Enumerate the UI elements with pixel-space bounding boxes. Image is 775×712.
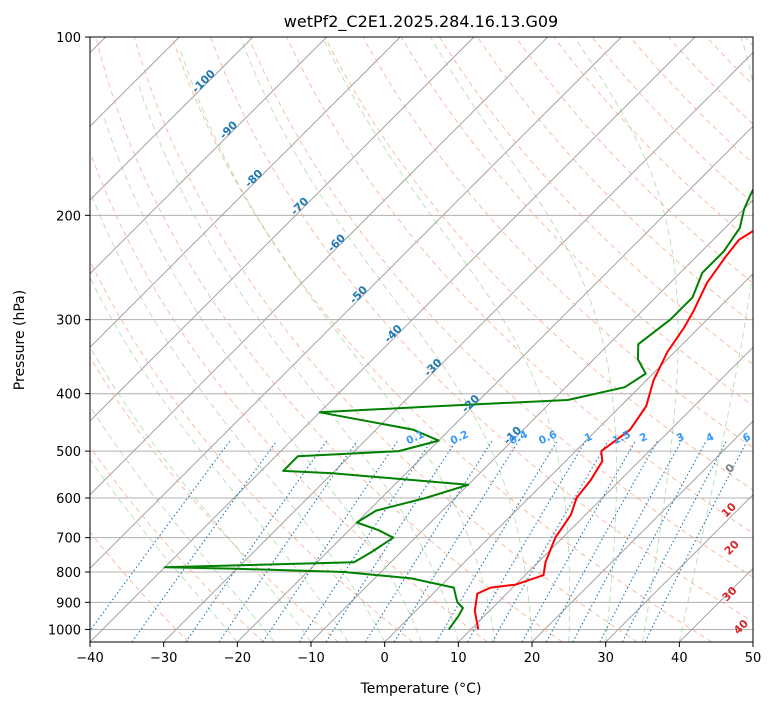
y-tick-label: 500	[56, 445, 81, 460]
y-tick-label: 200	[56, 209, 81, 224]
x-tick-label: 10	[450, 651, 467, 666]
x-tick-label: 0	[381, 651, 389, 666]
y-tick-label: 700	[56, 532, 81, 547]
x-tick-label: 50	[745, 651, 762, 666]
y-tick-label: 900	[56, 596, 81, 611]
y-tick-label: 300	[56, 314, 81, 329]
y-tick-label: 400	[56, 388, 81, 403]
y-tick-label: 600	[56, 492, 81, 507]
x-axis-label: Temperature (°C)	[360, 681, 482, 697]
y-tick-label: 100	[56, 31, 81, 46]
x-tick-label: −40	[76, 651, 103, 666]
x-tick-label: 20	[524, 651, 541, 666]
chart-title: wetPf2_C2E1.2025.284.16.13.G09	[284, 12, 558, 32]
y-tick-label: 800	[56, 566, 81, 581]
y-axis-label: Pressure (hPa)	[12, 290, 28, 390]
x-tick-label: −10	[297, 651, 324, 666]
x-tick-label: −20	[224, 651, 251, 666]
x-tick-label: 40	[671, 651, 688, 666]
x-tick-label: 30	[597, 651, 614, 666]
y-tick-label: 1000	[48, 623, 81, 638]
x-tick-label: −30	[150, 651, 177, 666]
